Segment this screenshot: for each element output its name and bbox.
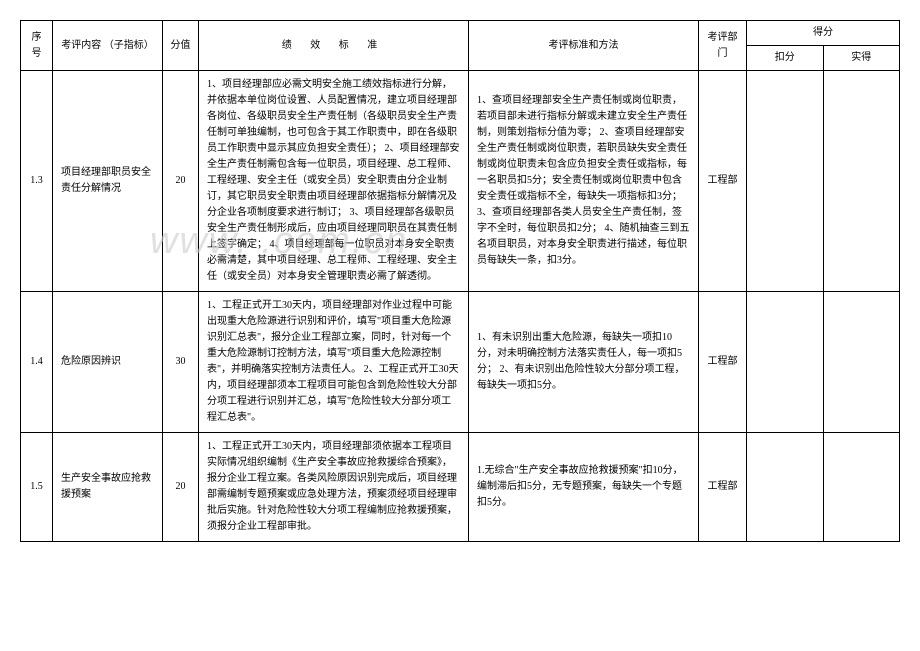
cell-content: 生产安全事故应抢救援预案 xyxy=(53,433,163,542)
cell-num: 1.5 xyxy=(21,433,53,542)
cell-standard: 1、工程正式开工30天内，项目经理部须依据本工程项目实际情况组织编制《生产安全事… xyxy=(199,433,469,542)
cell-actual xyxy=(823,292,900,433)
cell-dept: 工程部 xyxy=(699,292,747,433)
cell-content: 项目经理部职员安全责任分解情况 xyxy=(53,71,163,292)
header-standard: 绩 效 标 准 xyxy=(199,21,469,71)
cell-standard: 1、工程正式开工30天内，项目经理部对作业过程中可能出现重大危险源进行识别和评价… xyxy=(199,292,469,433)
cell-deduct xyxy=(747,292,824,433)
cell-deduct xyxy=(747,433,824,542)
table-row: 1.5 生产安全事故应抢救援预案 20 1、工程正式开工30天内，项目经理部须依… xyxy=(21,433,900,542)
table-row: 1.4 危险原因辨识 30 1、工程正式开工30天内，项目经理部对作业过程中可能… xyxy=(21,292,900,433)
cell-standard: 1、项目经理部应必需文明安全施工绩效指标进行分解，并依据本单位岗位设置、人员配置… xyxy=(199,71,469,292)
cell-actual xyxy=(823,433,900,542)
cell-score: 20 xyxy=(163,71,199,292)
header-deduct: 扣分 xyxy=(747,46,824,71)
header-num: 序号 xyxy=(21,21,53,71)
cell-score: 20 xyxy=(163,433,199,542)
cell-num: 1.4 xyxy=(21,292,53,433)
cell-dept: 工程部 xyxy=(699,433,747,542)
cell-score: 30 xyxy=(163,292,199,433)
cell-num: 1.3 xyxy=(21,71,53,292)
cell-dept: 工程部 xyxy=(699,71,747,292)
cell-actual xyxy=(823,71,900,292)
header-content: 考评内容 （子指标） xyxy=(53,21,163,71)
evaluation-table: 序号 考评内容 （子指标） 分值 绩 效 标 准 考评标准和方法 考评部门 得分… xyxy=(20,20,900,542)
cell-method: 1、查项目经理部安全生产责任制或岗位职责，若项目部未进行指标分解或未建立安全生产… xyxy=(469,71,699,292)
cell-deduct xyxy=(747,71,824,292)
header-score: 分值 xyxy=(163,21,199,71)
cell-method: 1、有未识别出重大危险源，每缺失一项扣10分，对未明确控制方法落实责任人，每一项… xyxy=(469,292,699,433)
table-row: 1.3 项目经理部职员安全责任分解情况 20 1、项目经理部应必需文明安全施工绩… xyxy=(21,71,900,292)
cell-method: 1.无综合"生产安全事故应抢救援预案"扣10分，编制滞后扣5分，无专题预案，每缺… xyxy=(469,433,699,542)
header-method: 考评标准和方法 xyxy=(469,21,699,71)
header-dept: 考评部门 xyxy=(699,21,747,71)
header-actual: 实得 xyxy=(823,46,900,71)
table-body: 1.3 项目经理部职员安全责任分解情况 20 1、项目经理部应必需文明安全施工绩… xyxy=(21,71,900,542)
cell-content: 危险原因辨识 xyxy=(53,292,163,433)
header-points: 得分 xyxy=(747,21,900,46)
